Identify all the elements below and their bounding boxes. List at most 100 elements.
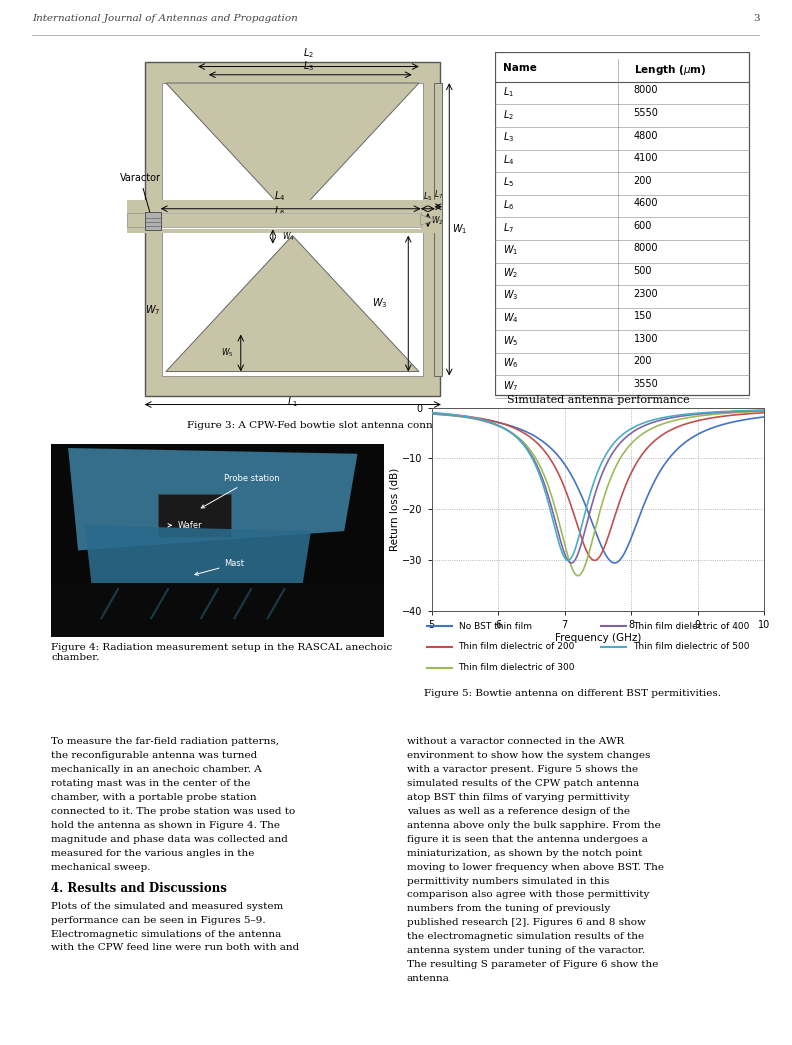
Text: 500: 500 <box>634 266 652 276</box>
Text: mechanically in an anechoic chamber. A: mechanically in an anechoic chamber. A <box>51 765 262 774</box>
Text: Thin film dielectric of 200: Thin film dielectric of 200 <box>459 643 575 651</box>
Text: $L_2$: $L_2$ <box>503 108 514 121</box>
Text: $W_1$: $W_1$ <box>503 243 518 257</box>
Text: $W_1$: $W_1$ <box>452 223 467 236</box>
Text: simulated results of the CPW patch antenna: simulated results of the CPW patch anten… <box>407 779 639 788</box>
FancyBboxPatch shape <box>144 63 440 396</box>
Text: Thin film dielectric of 500: Thin film dielectric of 500 <box>633 643 749 651</box>
Text: Length ($\mu$m): Length ($\mu$m) <box>634 63 706 76</box>
Text: Figure 3: A CPW-Fed bowtie slot antenna connected with a BST thin-film varactor.: Figure 3: A CPW-Fed bowtie slot antenna … <box>188 421 620 429</box>
Text: Name: Name <box>503 63 537 73</box>
X-axis label: Frequency (GHz): Frequency (GHz) <box>554 633 642 643</box>
Text: Figure 5: Bowtie antenna on different BST permitivities.: Figure 5: Bowtie antenna on different BS… <box>424 689 721 698</box>
Text: 4600: 4600 <box>634 199 658 208</box>
FancyBboxPatch shape <box>434 83 442 376</box>
FancyBboxPatch shape <box>495 52 748 395</box>
Text: 1300: 1300 <box>634 333 658 344</box>
Text: $W_4$: $W_4$ <box>503 311 519 325</box>
Text: Plots of the simulated and measured system: Plots of the simulated and measured syst… <box>51 902 284 910</box>
Text: hold the antenna as shown in Figure 4. The: hold the antenna as shown in Figure 4. T… <box>51 820 280 830</box>
Text: $W_6$: $W_6$ <box>503 356 519 370</box>
Text: No BST thin film: No BST thin film <box>459 622 531 630</box>
Text: 5550: 5550 <box>634 108 658 118</box>
Text: 4800: 4800 <box>634 131 658 140</box>
FancyBboxPatch shape <box>51 583 384 637</box>
Text: connected to it. The probe station was used to: connected to it. The probe station was u… <box>51 807 295 816</box>
Text: 200: 200 <box>634 356 652 367</box>
Text: 4. Results and Discussions: 4. Results and Discussions <box>51 882 227 896</box>
Text: Varactor: Varactor <box>120 172 161 217</box>
Text: numbers from the tuning of previously: numbers from the tuning of previously <box>407 904 610 913</box>
Text: Thin film dielectric of 400: Thin film dielectric of 400 <box>633 622 749 630</box>
Text: Thin film dielectric of 300: Thin film dielectric of 300 <box>459 664 575 672</box>
Text: $W_4$: $W_4$ <box>282 231 295 243</box>
Text: chamber, with a portable probe station: chamber, with a portable probe station <box>51 793 257 802</box>
Polygon shape <box>68 448 357 551</box>
Text: antenna above only the bulk sapphire. From the: antenna above only the bulk sapphire. Fr… <box>407 820 661 830</box>
Text: $W_7$: $W_7$ <box>503 379 518 393</box>
Text: 4100: 4100 <box>634 154 658 163</box>
Text: 200: 200 <box>634 176 652 186</box>
Text: 600: 600 <box>634 220 652 231</box>
FancyBboxPatch shape <box>161 213 421 218</box>
Text: $L_2$: $L_2$ <box>303 47 314 61</box>
Text: 3550: 3550 <box>634 379 658 389</box>
Text: the reconfigurable antenna was turned: the reconfigurable antenna was turned <box>51 751 257 760</box>
Text: measured for the various angles in the: measured for the various angles in the <box>51 849 255 858</box>
Text: To measure the far-field radiation patterns,: To measure the far-field radiation patte… <box>51 737 280 746</box>
Text: Probe station: Probe station <box>201 474 280 508</box>
Text: published research [2]. Figures 6 and 8 show: published research [2]. Figures 6 and 8 … <box>407 919 645 927</box>
Text: $L_6$: $L_6$ <box>503 199 514 212</box>
Text: permittivity numbers simulated in this: permittivity numbers simulated in this <box>407 877 609 885</box>
Text: magnitude and phase data was collected and: magnitude and phase data was collected a… <box>51 835 288 843</box>
Text: $W_5$: $W_5$ <box>503 333 518 348</box>
Y-axis label: Return loss (dB): Return loss (dB) <box>390 468 399 551</box>
Text: $W_2$: $W_2$ <box>503 266 518 280</box>
Text: 2300: 2300 <box>634 288 658 299</box>
Text: the electromagnetic simulation results of the: the electromagnetic simulation results o… <box>407 932 644 942</box>
Text: comparison also agree with those permittivity: comparison also agree with those permitt… <box>407 890 649 900</box>
Polygon shape <box>166 83 419 219</box>
Text: $W_6$: $W_6$ <box>161 214 173 227</box>
Text: $L_5$: $L_5$ <box>423 191 432 204</box>
Text: miniaturization, as shown by the notch point: miniaturization, as shown by the notch p… <box>407 849 642 858</box>
Text: The resulting S parameter of Figure 6 show the: The resulting S parameter of Figure 6 sh… <box>407 960 658 969</box>
Text: performance can be seen in Figures 5–9.: performance can be seen in Figures 5–9. <box>51 915 266 925</box>
Text: International Journal of Antennas and Propagation: International Journal of Antennas and Pr… <box>32 14 298 23</box>
FancyBboxPatch shape <box>127 201 442 233</box>
Text: with the CPW feed line were run both with and: with the CPW feed line were run both wit… <box>51 944 299 952</box>
Text: $L_1$: $L_1$ <box>503 86 514 99</box>
FancyBboxPatch shape <box>127 213 421 228</box>
Text: $L_7$: $L_7$ <box>433 189 443 202</box>
Text: Wafer: Wafer <box>168 520 203 530</box>
Text: Figure 4: Radiation measurement setup in the RASCAL anechoic
chamber.: Figure 4: Radiation measurement setup in… <box>51 643 393 663</box>
FancyBboxPatch shape <box>144 212 161 230</box>
Text: $L_4$: $L_4$ <box>503 154 514 167</box>
Text: $W_3$: $W_3$ <box>503 288 518 302</box>
Text: moving to lower frequency when above BST. The: moving to lower frequency when above BST… <box>407 862 664 872</box>
Text: 3: 3 <box>754 14 760 23</box>
Text: 150: 150 <box>634 311 652 321</box>
FancyBboxPatch shape <box>162 83 423 376</box>
Text: $W_5$: $W_5$ <box>221 347 234 359</box>
Text: without a varactor connected in the AWR: without a varactor connected in the AWR <box>407 737 624 746</box>
Text: figure it is seen that the antenna undergoes a: figure it is seen that the antenna under… <box>407 835 648 843</box>
Text: antenna: antenna <box>407 974 450 983</box>
Title: Simulated antenna performance: Simulated antenna performance <box>507 395 689 405</box>
Text: $L_7$: $L_7$ <box>503 220 514 235</box>
Text: $W_2$: $W_2$ <box>432 214 444 227</box>
Text: antenna system under tuning of the varactor.: antenna system under tuning of the varac… <box>407 947 645 955</box>
Text: 8000: 8000 <box>634 86 658 95</box>
FancyBboxPatch shape <box>161 224 421 229</box>
Polygon shape <box>166 235 419 372</box>
Text: values as well as a reference design of the: values as well as a reference design of … <box>407 807 630 816</box>
Polygon shape <box>85 526 311 595</box>
Text: mechanical sweep.: mechanical sweep. <box>51 862 151 872</box>
Text: Electromagnetic simulations of the antenna: Electromagnetic simulations of the anten… <box>51 929 282 938</box>
FancyBboxPatch shape <box>158 494 231 537</box>
Text: $W_3$: $W_3$ <box>372 297 387 310</box>
Text: $L_6$: $L_6$ <box>274 205 286 218</box>
Text: $W_7$: $W_7$ <box>145 303 160 317</box>
Text: $L_3$: $L_3$ <box>503 131 514 144</box>
Text: atop BST thin films of varying permittivity: atop BST thin films of varying permittiv… <box>407 793 630 802</box>
